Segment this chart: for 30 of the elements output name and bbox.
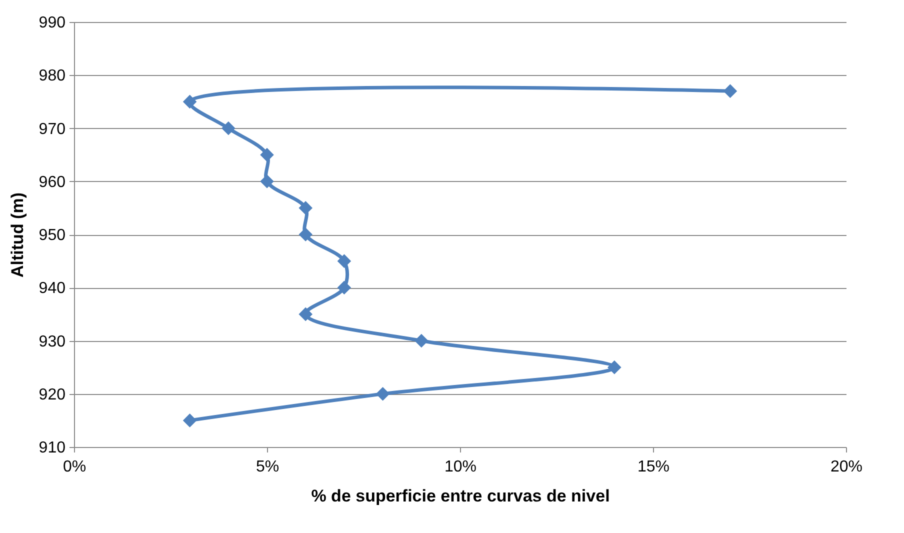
x-tick-label: 20% <box>830 458 863 476</box>
point <box>414 334 428 348</box>
point <box>182 414 197 428</box>
x-tick-label: 0% <box>62 458 86 476</box>
point <box>337 254 352 268</box>
point <box>608 360 622 374</box>
point <box>260 148 274 162</box>
x-tick-label: 15% <box>637 458 670 476</box>
x-tick-label: 10% <box>444 458 477 476</box>
y-tick-label: 970 <box>38 120 66 138</box>
y-tick-label: 940 <box>38 280 66 298</box>
point <box>182 94 197 109</box>
point <box>298 228 312 242</box>
point <box>723 84 738 98</box>
point <box>298 201 312 215</box>
x-axis-title: % de superficie entre curvas de nivel <box>311 486 610 506</box>
point <box>222 121 236 136</box>
y-tick-label: 990 <box>38 14 66 32</box>
y-tick-label: 910 <box>38 440 66 456</box>
y-axis-title: Altitud (m) <box>8 192 27 278</box>
x-tick-label: 5% <box>256 458 280 476</box>
y-tick-label: 920 <box>38 386 66 404</box>
y-tick-label: 930 <box>38 333 66 350</box>
point <box>298 307 312 322</box>
y-tick-label: 960 <box>38 174 66 191</box>
point <box>337 280 352 295</box>
point <box>376 386 390 401</box>
y-tick-label: 980 <box>38 68 66 85</box>
y-tick-label: 950 <box>38 227 66 244</box>
point <box>260 174 274 188</box>
